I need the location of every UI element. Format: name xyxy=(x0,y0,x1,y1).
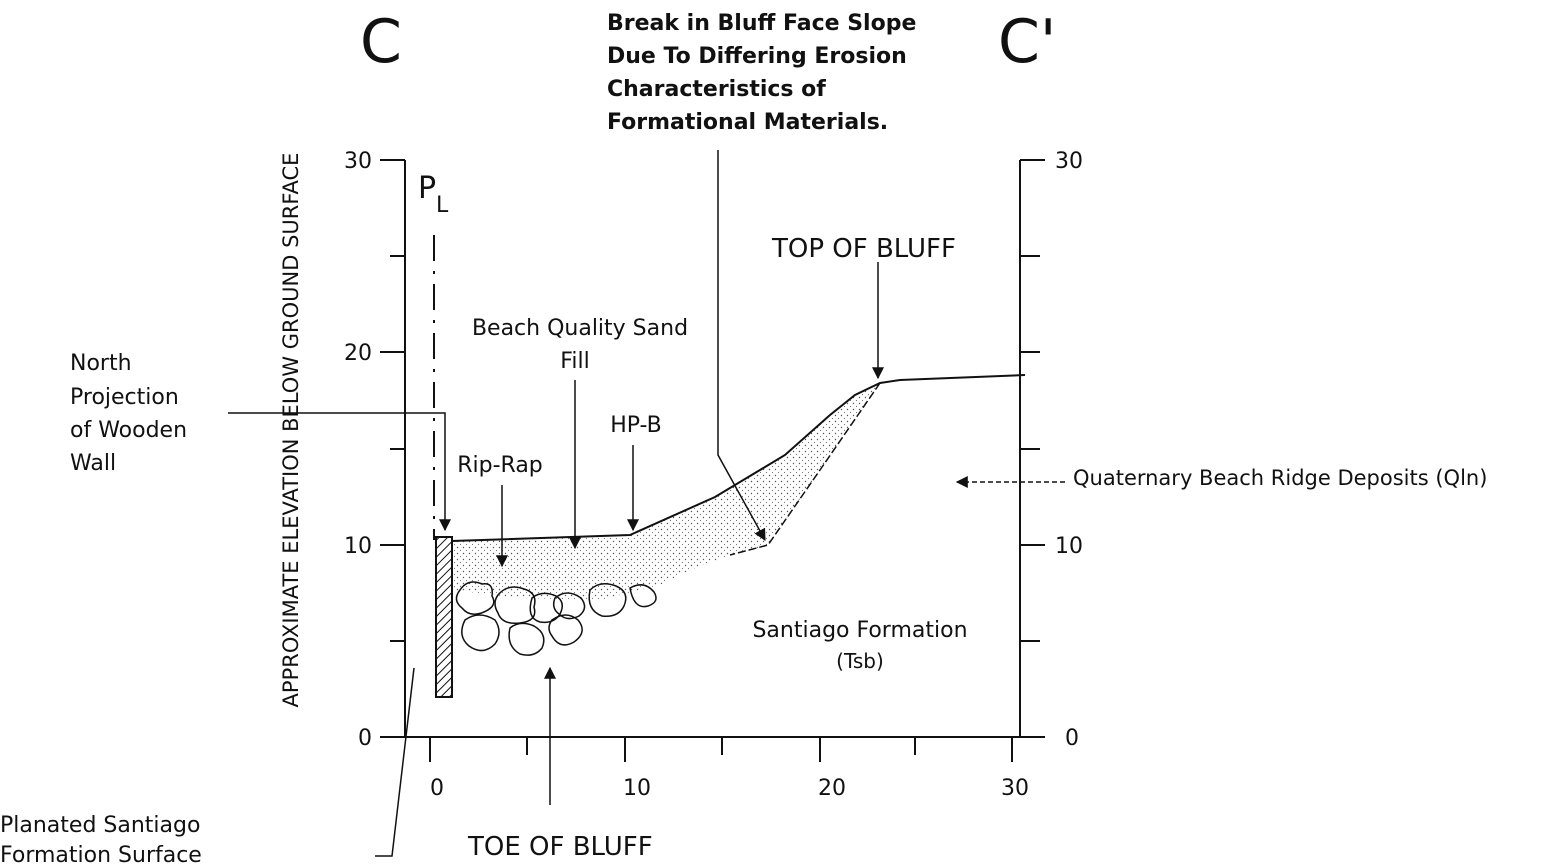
bottom-tick-label: 30 xyxy=(1001,776,1029,801)
rip-rap-label: Rip-Rap xyxy=(457,453,543,478)
wooden-wall-label: Wall xyxy=(70,451,116,476)
left-tick-label: 30 xyxy=(344,149,372,174)
break-note: Characteristics of xyxy=(607,77,826,102)
planated-leader xyxy=(375,667,415,857)
sand-fill xyxy=(452,383,880,600)
santiago-label: Santiago Formation xyxy=(752,618,967,643)
wooden-wall-arrow xyxy=(228,412,451,532)
right-tick-label: 10 xyxy=(1055,534,1083,559)
wooden-wall-label: North xyxy=(70,351,132,376)
sand-fill-label: Beach Quality Sand xyxy=(472,316,688,341)
left-tick-label: 20 xyxy=(344,341,372,366)
wooden-wall-label: of Wooden xyxy=(70,418,187,443)
left-tick-label: 10 xyxy=(344,534,372,559)
axes xyxy=(380,159,1045,762)
formation-contact xyxy=(729,382,881,556)
sand-fill-label: Fill xyxy=(560,349,589,374)
bottom-tick-label: 10 xyxy=(623,776,651,801)
planated-label: Planated Santiago xyxy=(0,813,200,838)
bottom-tick-label: 20 xyxy=(818,776,846,801)
break-arrow xyxy=(717,150,766,542)
section-start: C xyxy=(360,7,402,77)
break-note: Due To Differing Erosion xyxy=(607,44,907,69)
right-tick-label: 30 xyxy=(1055,149,1083,174)
section-end: C' xyxy=(998,7,1056,77)
break-note: Formational Materials. xyxy=(607,110,888,135)
santiago-label: (Tsb) xyxy=(836,649,884,673)
hp-b-label: HP-B xyxy=(610,413,662,438)
top-of-bluff: TOP OF BLUFF xyxy=(771,234,956,264)
property-line-sub: L xyxy=(436,193,449,218)
bottom-tick-label: 0 xyxy=(430,776,444,801)
wooden-wall-label: Projection xyxy=(70,385,179,410)
left-tick-label: 0 xyxy=(358,726,372,751)
property-line-label: P xyxy=(418,171,436,206)
right-tick-label: 0 xyxy=(1065,726,1079,751)
break-note: Break in Bluff Face Slope xyxy=(607,11,916,36)
y-axis-label: APPROXIMATE ELEVATION BELOW GROUND SURFA… xyxy=(279,153,303,708)
planated-label: Formation Surface xyxy=(0,843,202,864)
rip-rap-rocks xyxy=(455,581,657,656)
wall xyxy=(435,536,453,698)
ground-profile xyxy=(451,374,1026,542)
toe-of-bluff: TOE OF BLUFF xyxy=(467,832,653,862)
quaternary-label: Quaternary Beach Ridge Deposits (Qln) xyxy=(1073,466,1487,490)
